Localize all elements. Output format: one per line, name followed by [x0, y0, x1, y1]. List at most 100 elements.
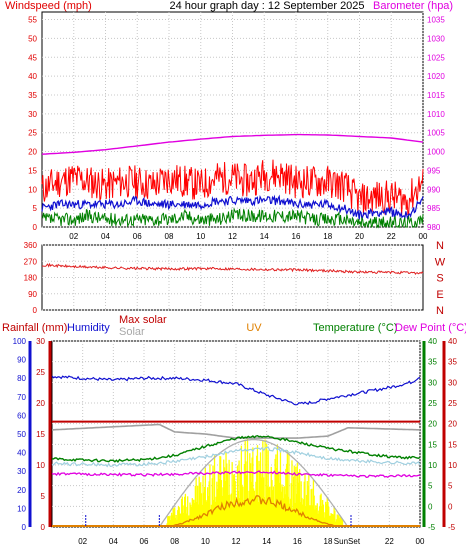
- humidity-tick-label: 60: [17, 411, 26, 420]
- wind-tick-label: 20: [28, 148, 37, 157]
- wind-plot-frame: [41, 11, 424, 228]
- rain-x-tick-label: 22: [385, 537, 394, 546]
- legend-rainfall: Rainfall (mm): [2, 322, 67, 334]
- rain-tick-label: 10: [36, 461, 45, 470]
- rain-x-tick-label: 18: [324, 537, 333, 546]
- dewpoint-tick-label: 35: [448, 358, 457, 367]
- barometer-tick-label: 995: [427, 166, 441, 175]
- humidity-tick-label: 70: [17, 393, 26, 402]
- legend-temperature: Temperature (°C): [313, 322, 397, 334]
- rain-x-tick-label: 02: [78, 537, 87, 546]
- rain-x-tick-label: 04: [109, 537, 118, 546]
- temperature-tick-label: -5: [428, 523, 436, 532]
- max-solar-curve: [158, 438, 349, 528]
- dewpoint-tick-label: 20: [448, 420, 457, 429]
- humidity-tick-label: 40: [17, 449, 26, 458]
- wind-tick-label: 55: [28, 16, 37, 25]
- barometer-tick-label: 1020: [427, 72, 445, 81]
- temperature-tick-label: 10: [428, 461, 437, 470]
- direction-tick-label: 270: [24, 257, 38, 266]
- wind-barometer-panel: 0510152025303540455055980985990995100010…: [28, 11, 445, 241]
- legend-humidity: Humidity: [67, 322, 110, 334]
- humidity-tick-label: 20: [17, 486, 26, 495]
- wind-tick-label: 5: [33, 204, 38, 213]
- humidity-line: [51, 375, 421, 406]
- direction-tick-label: 0: [33, 306, 38, 315]
- barometer-tick-label: 980: [427, 223, 441, 232]
- wind-x-tick-label: 10: [196, 232, 205, 241]
- rain-x-tick-label: 10: [201, 537, 210, 546]
- dewpoint-tick-label: 25: [448, 399, 457, 408]
- temperature-tick-label: 5: [428, 482, 433, 491]
- rain-x-tick-label: 12: [232, 537, 241, 546]
- wind-x-tick-label: 02: [69, 232, 78, 241]
- rain-tick-label: 5: [41, 492, 46, 501]
- sunset-label: SunSet: [334, 537, 361, 546]
- wind-x-tick-label: 00: [419, 232, 428, 241]
- compass-label: E: [436, 289, 443, 301]
- barometer-line: [41, 133, 424, 155]
- barometer-tick-label: 1030: [427, 34, 445, 43]
- dewpoint-tick-label: 5: [448, 482, 453, 491]
- dewpoint-tick-label: 0: [448, 502, 453, 511]
- barometer-tick-label: 1000: [427, 148, 445, 157]
- windspeed-gust-line: [41, 159, 424, 216]
- graph-title: 24 hour graph day : 12 September 2025: [169, 0, 364, 12]
- wind-tick-label: 50: [28, 34, 37, 43]
- barometer-tick-label: 990: [427, 185, 441, 194]
- compass-label: N: [436, 240, 444, 252]
- humidity-tick-label: 10: [17, 504, 26, 513]
- wind-direction-line: [42, 262, 424, 275]
- dewpoint-line: [51, 470, 421, 478]
- legend-max-solar: Max solar: [119, 314, 167, 326]
- humidity-tick-label: 80: [17, 374, 26, 383]
- wind-x-tick-label: 06: [133, 232, 142, 241]
- dewpoint-tick-label: 30: [448, 378, 457, 387]
- uv-line: [171, 495, 335, 527]
- wind-tick-label: 35: [28, 91, 37, 100]
- windspeed-axis-label: Windspeed (mph): [5, 0, 92, 12]
- dewpoint-tick-label: 10: [448, 461, 457, 470]
- barometer-tick-label: 1025: [427, 53, 445, 62]
- direction-tick-label: 90: [28, 290, 37, 299]
- barometer-tick-label: 1010: [427, 110, 445, 119]
- humidity-tick-label: 90: [17, 356, 26, 365]
- temperature-tick-label: 35: [428, 358, 437, 367]
- compass-label: N: [436, 305, 444, 317]
- legend-dewpoint: Dew Point (°C): [395, 322, 466, 334]
- dewpoint-tick-label: -5: [448, 523, 456, 532]
- rain-x-tick-label: 06: [140, 537, 149, 546]
- temperature-tick-label: 20: [428, 420, 437, 429]
- windspeed-low-line: [41, 207, 424, 229]
- direction-tick-label: 180: [24, 274, 38, 283]
- rain-x-tick-label: 16: [293, 537, 302, 546]
- temperature-tick-label: 30: [428, 378, 437, 387]
- wind-x-tick-label: 22: [387, 232, 396, 241]
- rain-x-tick-label: 14: [262, 537, 271, 546]
- humidity-tick-label: 50: [17, 430, 26, 439]
- compass-label: W: [435, 256, 446, 268]
- barometer-tick-label: 1015: [427, 91, 445, 100]
- humidity-tick-label: 0: [22, 523, 27, 532]
- barometer-tick-label: 1005: [427, 129, 445, 138]
- temperature-tick-label: 40: [428, 337, 437, 346]
- temperature-line: [51, 434, 421, 464]
- wind-x-tick-label: 08: [165, 232, 174, 241]
- legend-uv: UV: [246, 322, 262, 334]
- temperature-tick-label: 0: [428, 502, 433, 511]
- wind-tick-label: 10: [28, 185, 37, 194]
- barometer-tick-label: 985: [427, 204, 441, 213]
- rain-tick-label: 25: [36, 368, 45, 377]
- wind-tick-label: 0: [33, 223, 38, 232]
- dewpoint-tick-label: 40: [448, 337, 457, 346]
- barometer-axis-label: Barometer (hpa): [373, 0, 453, 12]
- temperature-tick-label: 15: [428, 440, 437, 449]
- temperature-low-line: [51, 446, 421, 468]
- wind-tick-label: 30: [28, 110, 37, 119]
- rain-x-tick-label: 00: [416, 537, 425, 546]
- rain-tick-label: 0: [41, 523, 46, 532]
- wind-x-tick-label: 04: [101, 232, 110, 241]
